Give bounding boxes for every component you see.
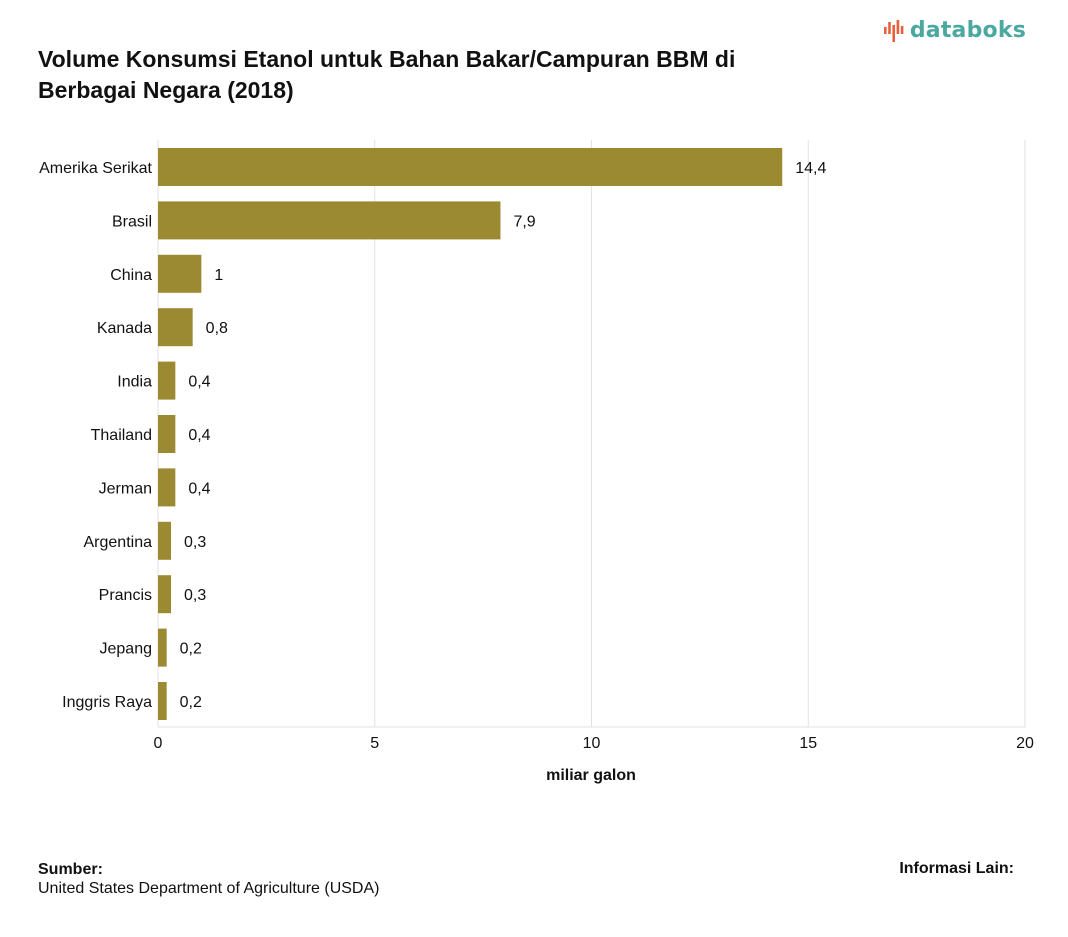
y-category-label: India — [117, 374, 152, 391]
y-category-label: Brasil — [112, 213, 152, 230]
bar — [158, 521, 172, 560]
x-tick-label: 15 — [799, 735, 817, 752]
data-label: 0,3 — [184, 587, 206, 604]
y-category-label: Jerman — [99, 480, 152, 497]
x-tick-label: 20 — [1016, 735, 1034, 752]
bar — [158, 308, 193, 347]
data-label: 14,4 — [795, 160, 826, 177]
bar — [158, 468, 176, 507]
source-label: Sumber: — [38, 861, 103, 878]
data-label: 0,2 — [180, 641, 202, 658]
bar — [158, 201, 501, 240]
bar — [158, 682, 167, 720]
data-label: 0,8 — [206, 320, 228, 337]
bars — [158, 148, 783, 720]
brand-logo: databoks — [883, 18, 1026, 43]
y-category-label: China — [110, 267, 152, 284]
data-label: 7,9 — [513, 213, 535, 230]
bar — [158, 361, 176, 400]
x-tick-label: 5 — [370, 735, 379, 752]
databoks-logo-icon — [883, 19, 904, 42]
data-label: 1 — [214, 267, 223, 284]
source-text: United States Department of Agriculture … — [38, 880, 380, 897]
bar — [158, 254, 202, 293]
data-label: 0,4 — [188, 427, 210, 444]
x-axis-label: miliar galon — [546, 767, 636, 784]
data-label: 0,4 — [188, 374, 210, 391]
labels: 0 5 10 15 20 Amerika Serikat 14,4 Brasil 7,9 Chin… — [39, 160, 1034, 752]
y-category-label: Amerika Serikat — [39, 160, 152, 177]
bar — [158, 628, 167, 667]
bar — [158, 148, 783, 186]
data-label: 0,2 — [180, 694, 202, 711]
data-label: 0,3 — [184, 534, 206, 551]
y-category-label: Argentina — [84, 534, 153, 551]
y-category-label: Inggris Raya — [62, 694, 152, 711]
info-label: Informasi Lain: — [899, 860, 1014, 877]
y-category-label: Thailand — [91, 427, 152, 444]
y-category-label: Kanada — [97, 320, 152, 337]
chart-title: Volume Konsumsi Etanol untuk Bahan Bakar… — [38, 46, 736, 103]
bar — [158, 575, 172, 614]
y-category-label: Prancis — [99, 587, 152, 604]
x-tick-label: 0 — [154, 735, 163, 752]
x-tick-label: 10 — [583, 735, 601, 752]
source-note: Sumber: United States Department of Agri… — [38, 860, 379, 898]
y-category-label: Jepang — [100, 641, 153, 658]
bar-chart: 0 5 10 15 20 Amerika Serikat 14,4 Brasil 7,9 Chin… — [39, 140, 1034, 784]
data-label: 0,4 — [188, 480, 210, 497]
bar — [158, 415, 176, 453]
brand-name: databoks — [909, 18, 1026, 43]
